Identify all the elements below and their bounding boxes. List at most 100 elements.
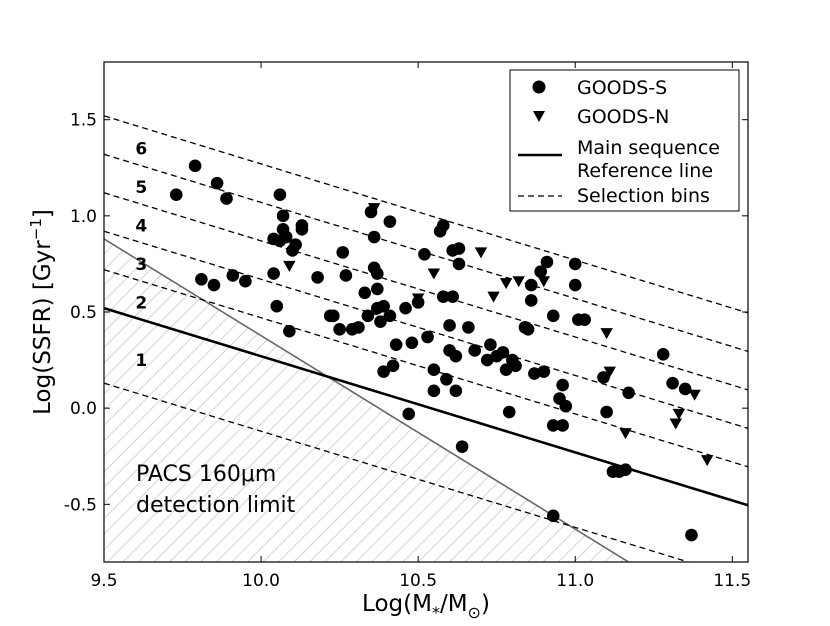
y-tick-label: 0.5 (70, 303, 97, 323)
goods-n-point (367, 203, 381, 215)
goods-s-point (336, 246, 350, 259)
x-tick-label: 9.5 (90, 571, 117, 591)
goods-s-point (377, 365, 390, 378)
goods-s-point (455, 440, 469, 453)
y-axis-ticks: -0.5 0.0 0.5 1.0 1.5 (64, 111, 748, 515)
goods-s-point (600, 405, 613, 419)
selection-bin-line-3 (104, 230, 748, 429)
goods-s-point (427, 384, 441, 398)
goods-n-point (669, 418, 682, 430)
goods-s-point (273, 188, 287, 201)
goods-s-point (537, 365, 551, 378)
goods-s-point (339, 269, 353, 282)
goods-s-point (402, 407, 416, 421)
goods-s-point (207, 278, 221, 292)
goods-s-point (210, 176, 224, 190)
goods-s-point (521, 323, 535, 336)
bin-labels: 1 2 3 4 5 6 (135, 140, 147, 372)
goods-s-point (267, 267, 280, 280)
goods-s-point (578, 313, 591, 326)
goods-s-point (597, 371, 610, 384)
goods-s-point (220, 192, 233, 205)
goods-s-point (678, 382, 692, 396)
goods-s-point (546, 309, 560, 323)
goods-n-point (603, 366, 616, 378)
goods-s-point (436, 219, 450, 232)
goods-s-point (358, 286, 372, 300)
selection-bin-line-2 (104, 269, 748, 468)
bin-label-1: 1 (135, 351, 147, 371)
goods-s-point (619, 463, 632, 476)
y-tick-label: -0.5 (64, 495, 97, 515)
goods-s-point (446, 290, 460, 303)
goods-n-point (600, 328, 613, 340)
goods-n-point (700, 455, 714, 467)
goods-s-point (480, 353, 494, 367)
goods-s-point (524, 278, 538, 292)
goods-s-point (534, 265, 547, 278)
y-tick-label: 1.5 (70, 111, 97, 131)
legend-label-goods-n: GOODS-N (577, 106, 669, 128)
goods-n-point (499, 278, 513, 290)
goods-s-point (568, 278, 582, 292)
goods-s-point (421, 330, 434, 344)
goods-s-point (327, 309, 340, 323)
goods-n-point (537, 276, 551, 288)
goods-s-point (405, 336, 419, 350)
goods-s-point (556, 378, 569, 392)
goods-n-point (512, 276, 525, 288)
goods-s-point (399, 301, 412, 315)
goods-s-point (383, 309, 397, 323)
goods-s-point (556, 419, 569, 432)
goods-s-point (436, 290, 450, 303)
legend-label-reference-line: Reference line (577, 160, 713, 182)
goods-s-point (389, 338, 403, 351)
x-tick-label: 11.0 (556, 571, 594, 591)
goods-s-point (333, 323, 346, 336)
goods-s-point (462, 321, 475, 334)
detection-limit-label-line1: PACS 160μm (136, 462, 276, 487)
goods-s-point (452, 257, 466, 271)
selection-bin-line-1 (104, 382, 691, 562)
selection-bin-line-6 (104, 115, 748, 314)
goods-s-point (383, 215, 397, 228)
goods-s-point (499, 363, 513, 376)
goods-s-point (374, 315, 387, 328)
goods-n-point (688, 389, 701, 401)
bin-label-5: 5 (135, 178, 147, 198)
goods-s-point (279, 230, 293, 244)
selection-bins (104, 115, 748, 562)
goods-s-point (443, 319, 456, 332)
goods-s-point (546, 509, 560, 523)
bin-label-4: 4 (135, 216, 147, 236)
goods-s-point (496, 346, 510, 359)
data-points (169, 159, 714, 542)
goods-s-point (427, 363, 441, 376)
x-tick-label: 10.5 (399, 571, 437, 591)
legend-marker-goods-n (533, 111, 545, 122)
goods-s-point (188, 159, 202, 173)
goods-s-point (452, 242, 466, 255)
goods-s-point (283, 324, 296, 338)
y-tick-label: 1.0 (70, 207, 97, 227)
goods-s-point (484, 338, 497, 351)
goods-s-point (239, 274, 252, 288)
goods-s-point (546, 419, 560, 432)
goods-s-point (418, 248, 431, 261)
goods-n-point (411, 293, 425, 305)
legend-marker-goods-s (532, 80, 546, 94)
goods-s-point (656, 348, 670, 361)
goods-s-point (195, 273, 208, 286)
goods-s-point (509, 359, 522, 373)
goods-s-point (377, 299, 390, 313)
goods-n-point (487, 291, 500, 303)
bin-label-6: 6 (135, 140, 147, 160)
goods-s-point (367, 230, 381, 244)
goods-s-point (270, 299, 284, 313)
legend-frame (509, 69, 740, 212)
goods-n-point (619, 428, 632, 440)
goods-s-point (449, 384, 463, 398)
goods-s-point (502, 405, 516, 419)
goods-s-point (386, 359, 400, 373)
x-axis-ticks: 9.5 10.0 10.5 11.0 11.5 (90, 62, 751, 591)
